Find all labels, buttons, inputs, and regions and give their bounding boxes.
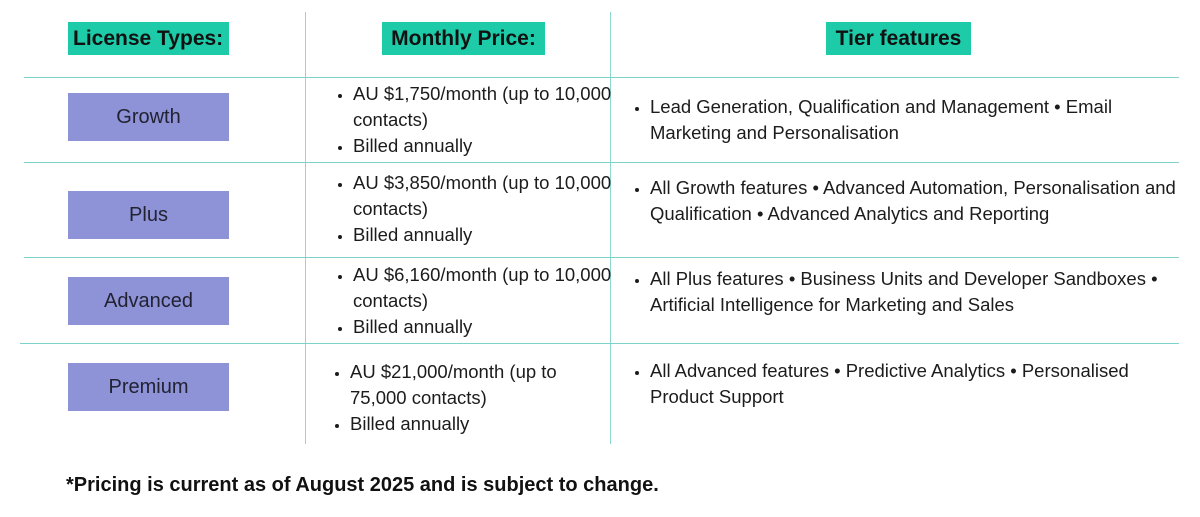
price-item: AU $21,000/month (up to 75,000 contacts) [350, 359, 618, 411]
tier-label-advanced: Advanced [68, 277, 229, 325]
row-divider-1 [24, 77, 1179, 78]
features-item: All Plus features • Business Units and D… [650, 266, 1195, 318]
billing-item: Billed annually [350, 411, 618, 437]
row-divider-3 [24, 257, 1179, 258]
price-item: AU $3,850/month (up to 10,000 contacts) [353, 170, 618, 222]
price-item: AU $6,160/month (up to 10,000 contacts) [353, 262, 618, 314]
pricing-footnote: *Pricing is current as of August 2025 an… [66, 474, 659, 496]
column-divider-right [610, 12, 611, 444]
price-item: AU $1,750/month (up to 10,000 contacts) [353, 81, 618, 133]
features-list-plus: All Growth features • Advanced Automatio… [630, 175, 1200, 227]
features-list-growth: Lead Generation, Qualification and Manag… [630, 94, 1190, 146]
tier-label-premium: Premium [68, 363, 229, 411]
row-divider-2 [24, 162, 1179, 163]
price-list-growth: AU $1,750/month (up to 10,000 contacts) … [333, 81, 618, 159]
features-list-advanced: All Plus features • Business Units and D… [630, 266, 1195, 318]
column-divider-left [305, 12, 306, 444]
billing-item: Billed annually [353, 314, 618, 340]
tier-features-header: Tier features [826, 22, 971, 55]
features-item: All Growth features • Advanced Automatio… [650, 175, 1200, 227]
tier-label-plus: Plus [68, 191, 229, 239]
billing-item: Billed annually [353, 222, 618, 248]
license-types-header: License Types: [68, 22, 229, 55]
billing-item: Billed annually [353, 133, 618, 159]
monthly-price-header: Monthly Price: [382, 22, 545, 55]
row-divider-4 [20, 343, 1179, 344]
price-list-premium: AU $21,000/month (up to 75,000 contacts)… [330, 359, 618, 437]
features-list-premium: All Advanced features • Predictive Analy… [630, 358, 1190, 410]
tier-label-growth: Growth [68, 93, 229, 141]
features-item: All Advanced features • Predictive Analy… [650, 358, 1190, 410]
features-item: Lead Generation, Qualification and Manag… [650, 94, 1190, 146]
price-list-plus: AU $3,850/month (up to 10,000 contacts) … [333, 170, 618, 248]
price-list-advanced: AU $6,160/month (up to 10,000 contacts) … [333, 262, 618, 340]
